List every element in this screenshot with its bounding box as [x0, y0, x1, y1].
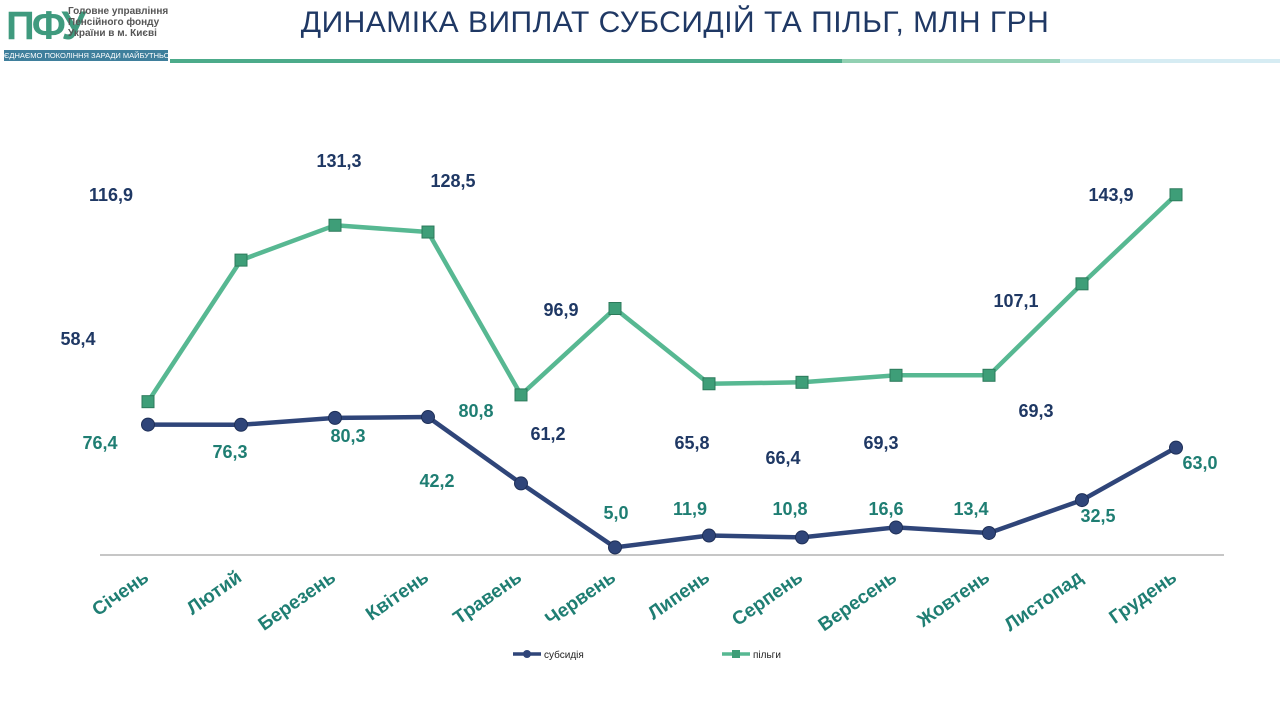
- legend-benefits-label: пільги: [753, 650, 781, 661]
- subsidy-data-label: 11,9: [673, 499, 707, 519]
- category-label: Лютий: [183, 567, 246, 620]
- legend-subsidy-marker: [523, 650, 531, 658]
- logo-line: Пенсійного фонду: [68, 17, 160, 28]
- category-label: Жовтень: [913, 567, 994, 632]
- benefits-point: [702, 377, 716, 391]
- logo: ПФУ Головне управління Пенсійного фонду …: [4, 2, 168, 62]
- subsidy-data-label: 76,3: [212, 442, 247, 462]
- category-label: Квітень: [362, 567, 433, 625]
- benefits-point: [1075, 277, 1089, 291]
- header-stripe: [842, 59, 1060, 63]
- benefits-point: [514, 388, 528, 402]
- subsidy-point: [608, 540, 622, 555]
- subsidy-point: [1169, 440, 1183, 455]
- subsidy-point: [1075, 493, 1089, 508]
- subsidy-data-label: 80,3: [330, 426, 365, 446]
- benefits-data-label: 58,4: [60, 329, 95, 349]
- subsidy-point: [702, 528, 716, 543]
- benefits-data-label: 107,1: [993, 291, 1038, 311]
- subsidy-data-label: 10,8: [772, 499, 807, 519]
- subsidy-data-label: 63,0: [1182, 453, 1217, 473]
- legend-subsidy-label: субсидія: [544, 649, 584, 661]
- subsidy-series-line: [145, 414, 1179, 550]
- benefits-point: [795, 375, 809, 389]
- subsidy-data-label: 80,8: [458, 401, 493, 421]
- benefits-data-label: 143,9: [1088, 185, 1133, 205]
- logo-slogan: ЄДНАЄМО ПОКОЛІННЯ ЗАРАДИ МАЙБУТНЬОГО: [4, 50, 168, 61]
- benefits-series-line: [145, 192, 1179, 404]
- logo-mark: ПФУ: [6, 4, 86, 48]
- benefits-data-label: 66,4: [765, 448, 800, 468]
- subsidy-point: [982, 525, 996, 540]
- logo-line: України в м. Києві: [68, 28, 157, 39]
- benefits-data-label: 69,3: [1018, 401, 1053, 421]
- category-label: Травень: [450, 567, 526, 629]
- benefits-point: [141, 395, 155, 409]
- category-label: Серпень: [728, 567, 806, 631]
- header-stripe: [1060, 59, 1280, 63]
- page-title: ДИНАМІКА ВИПЛАТ СУБСИДІЙ ТА ПІЛЬГ, МЛН Г…: [300, 6, 1050, 39]
- subsidy-data-label: 16,6: [868, 499, 903, 519]
- subsidy-point: [514, 476, 528, 491]
- subsidy-data-label: 13,4: [953, 499, 988, 519]
- benefits-point: [421, 225, 435, 239]
- header-stripe: [170, 59, 842, 63]
- category-label: Січень: [89, 567, 153, 621]
- subsidy-data-label: 76,4: [82, 433, 117, 453]
- logo-line: Головне управління: [68, 6, 169, 17]
- benefits-point: [889, 368, 903, 382]
- benefits-point: [328, 218, 342, 232]
- subsidy-point: [795, 530, 809, 545]
- category-label: Березень: [255, 567, 340, 635]
- legend-benefits-marker: [732, 650, 740, 658]
- benefits-point: [234, 253, 248, 267]
- subsidy-point: [421, 410, 435, 425]
- benefits-data-label: 96,9: [543, 300, 578, 320]
- subsidy-point: [234, 417, 248, 432]
- benefits-data-label: 116,9: [89, 185, 133, 205]
- subsidy-data-label: 5,0: [603, 503, 628, 523]
- subsidy-point: [328, 410, 342, 425]
- logo-text: Головне управління Пенсійного фонду Укра…: [68, 6, 168, 39]
- benefits-point: [1169, 188, 1183, 202]
- benefits-data-label: 128,5: [430, 171, 475, 191]
- category-label: Липень: [644, 567, 714, 624]
- category-label: Вересень: [815, 567, 901, 636]
- category-label: Грудень: [1106, 567, 1181, 629]
- benefits-point: [982, 368, 996, 382]
- subsidy-point: [889, 520, 903, 535]
- benefits-data-label: 69,3: [863, 433, 898, 453]
- subsidy-data-label: 42,2: [419, 471, 454, 491]
- subsidy-point: [141, 417, 155, 432]
- benefits-data-label: 131,3: [316, 151, 361, 171]
- benefits-data-label: 65,8: [674, 433, 709, 453]
- category-label: Червень: [542, 567, 620, 630]
- category-label: Листопад: [1001, 567, 1087, 636]
- benefits-data-label: 61,2: [530, 424, 565, 444]
- subsidy-data-label: 32,5: [1080, 506, 1115, 526]
- benefits-point: [608, 302, 622, 316]
